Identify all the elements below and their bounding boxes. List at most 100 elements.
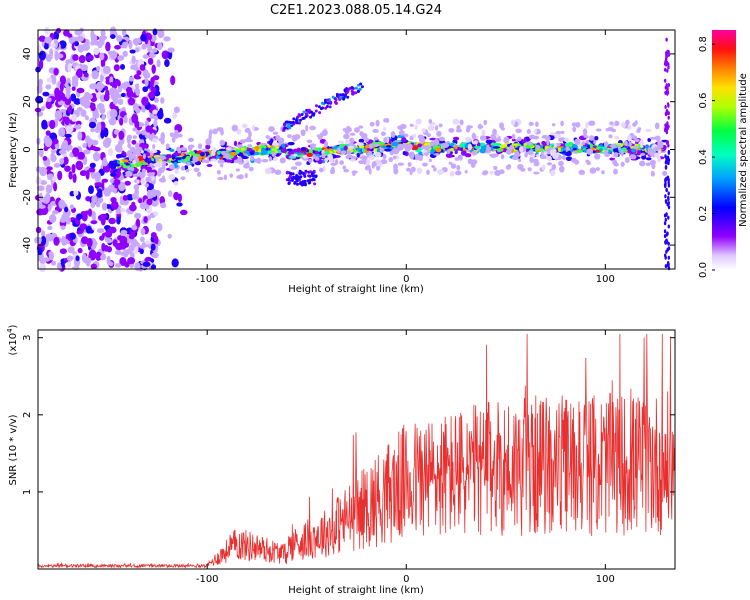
snr-ticks: -100 0 100 1 2 3	[22, 330, 675, 585]
heatmap-cell	[153, 119, 158, 128]
heatmap-cell	[663, 234, 667, 239]
heatmap-cell	[460, 150, 467, 156]
heatmap-cell	[67, 33, 73, 38]
heatmap-cell	[217, 176, 224, 181]
heatmap-cell	[174, 157, 182, 160]
heatmap-cell	[535, 144, 541, 151]
heatmap-cell	[171, 135, 176, 143]
heatmap-cell	[429, 141, 435, 147]
heatmap-cell	[73, 41, 80, 47]
y-tick-label: 40	[22, 48, 33, 61]
heatmap-cell	[260, 147, 266, 153]
heatmap-cell	[158, 161, 163, 166]
heatmap-cell	[93, 147, 101, 152]
heatmap-cell	[122, 29, 127, 37]
heatmap-cell	[131, 224, 138, 231]
heatmap-cell	[266, 150, 272, 154]
colorbar-tick-label: 0.2	[698, 206, 709, 222]
heatmap-cell	[189, 144, 194, 149]
heatmap-cell	[594, 153, 601, 160]
heatmap-cell	[113, 163, 121, 167]
heatmap-cell	[518, 146, 524, 153]
heatmap-cell	[114, 263, 122, 268]
heatmap-cell	[295, 182, 299, 186]
heatmap-cell	[150, 199, 159, 207]
heatmap-cell	[536, 154, 540, 158]
heatmap-cell	[318, 111, 322, 115]
heatmap-cell	[302, 110, 306, 114]
heatmap-cell	[64, 133, 72, 139]
heatmap-cell	[620, 149, 624, 157]
heatmap-cell	[406, 167, 411, 172]
heatmap-cell	[116, 216, 121, 225]
x-tick-label: 0	[403, 274, 409, 285]
heatmap-cell	[309, 125, 317, 131]
heatmap-cell	[605, 128, 610, 132]
heatmap-cell	[100, 29, 106, 37]
heatmap-cell	[101, 242, 106, 252]
heatmap-cell	[500, 154, 505, 160]
heatmap-cell	[358, 125, 364, 129]
heatmap-cell	[127, 143, 132, 149]
heatmap-cell	[493, 165, 498, 170]
y-tick-label: 1	[22, 489, 33, 495]
heatmap-cell	[470, 161, 476, 168]
heatmap-cell	[128, 76, 135, 82]
heatmap-cell	[366, 148, 372, 151]
heatmap-cell	[667, 62, 670, 67]
heatmap-cell	[424, 152, 429, 156]
heatmap-cell	[149, 80, 154, 87]
heatmap-cell	[91, 139, 99, 146]
heatmap-cell	[119, 117, 124, 126]
heatmap-cell	[116, 160, 120, 164]
heatmap-cell	[283, 123, 287, 127]
heatmap-cell	[380, 131, 386, 137]
heatmap-cell	[402, 150, 407, 156]
heatmap-cell	[52, 138, 59, 145]
heatmap-cell	[167, 233, 172, 239]
heatmap-cell	[100, 58, 106, 68]
heatmap-cell	[582, 128, 588, 136]
heatmap-cell	[206, 164, 213, 167]
heatmap-cell	[454, 157, 460, 161]
heatmap-cell	[229, 151, 238, 156]
heatmap-cell	[645, 157, 652, 161]
heatmap-cell	[46, 77, 53, 83]
y-tick-label: 20	[22, 95, 33, 108]
heatmap-cell	[280, 148, 288, 154]
heatmap-cell	[492, 146, 501, 149]
heatmap-cell	[347, 145, 354, 150]
heatmap-cell	[272, 131, 279, 135]
heatmap-cell	[666, 68, 669, 73]
heatmap-cell	[138, 171, 143, 176]
heatmap-cell	[59, 157, 65, 165]
heatmap-cell	[376, 165, 381, 171]
heatmap-cell	[287, 150, 295, 155]
heatmap-cell	[369, 143, 374, 149]
heatmap-cell	[180, 176, 186, 181]
heatmap-cell	[453, 136, 460, 141]
heatmap-cell	[140, 177, 146, 185]
heatmap-cell	[667, 191, 670, 196]
heatmap-cell	[287, 122, 291, 126]
heatmap-cell	[431, 164, 435, 169]
heatmap-cell	[479, 135, 487, 141]
heatmap-cell	[310, 110, 314, 114]
heatmap-cell	[664, 67, 667, 72]
heatmap-cell	[246, 136, 252, 141]
heatmap-cell	[663, 213, 667, 218]
heatmap-cell	[291, 134, 298, 142]
heatmap-cell	[664, 264, 668, 269]
heatmap-cell	[348, 137, 355, 144]
colorbar-tick-label: 0.6	[698, 93, 709, 109]
heatmap-cell	[101, 202, 108, 211]
heatmap-cell	[113, 129, 120, 135]
heatmap-cell	[573, 147, 577, 151]
heatmap-cell	[585, 135, 589, 139]
heatmap-cell	[82, 149, 91, 155]
heatmap-cell	[61, 236, 66, 245]
heatmap-cell	[397, 162, 404, 166]
heatmap-cell	[667, 143, 670, 148]
heatmap-cell	[74, 75, 79, 83]
heatmap-cell	[169, 132, 175, 138]
